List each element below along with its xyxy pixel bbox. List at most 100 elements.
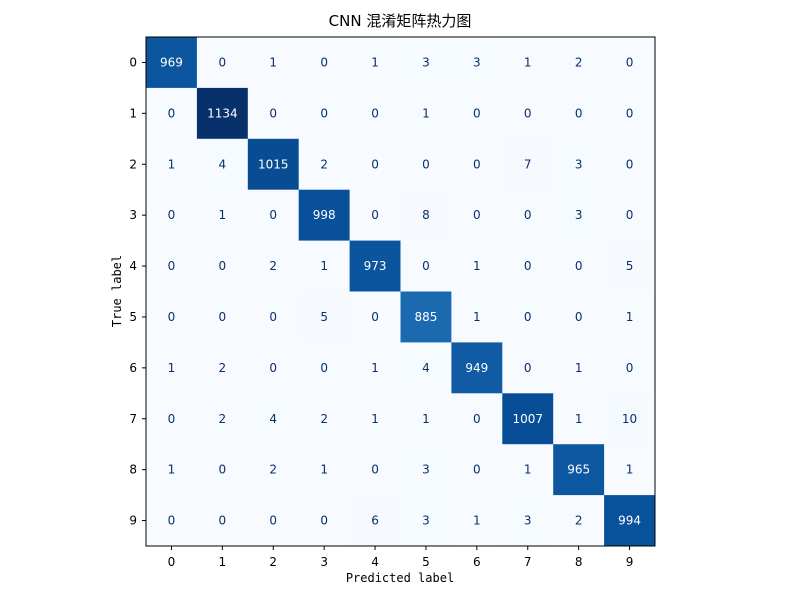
cell-value-label: 0: [473, 463, 481, 477]
cell-value-label: 1: [269, 55, 277, 69]
cell-value-label: 0: [168, 106, 176, 120]
cell-value-label: 0: [524, 259, 532, 273]
heatmap-cell: [400, 393, 452, 445]
heatmap-cell: [349, 189, 401, 242]
cell-value-label: 0: [626, 106, 634, 120]
cell-value-label: 0: [219, 259, 227, 273]
cell-value-label: 1: [422, 412, 430, 426]
heatmap-cell: [247, 189, 300, 242]
heatmap-cell: [298, 291, 351, 343]
heatmap-cell: [604, 495, 656, 547]
x-tick-label: 3: [320, 555, 328, 569]
cell-value-label: 0: [269, 106, 277, 120]
y-tick-label: 3: [129, 208, 137, 222]
heatmap-cell: [146, 495, 198, 547]
heatmap-cell: [604, 240, 656, 292]
cell-value-label: 0: [626, 361, 634, 375]
y-tick-label: 4: [129, 259, 137, 273]
cell-value-label: 994: [618, 514, 641, 528]
cell-value-label: 1007: [512, 412, 543, 426]
heatmap-cell: [502, 444, 554, 496]
heatmap-cell: [502, 291, 554, 343]
heatmap-cell: [400, 240, 452, 292]
cell-value-label: 0: [168, 514, 176, 528]
cell-value-label: 0: [371, 208, 379, 222]
heatmap-cell: [196, 37, 249, 89]
heatmap-cell: [400, 342, 452, 394]
cell-value-label: 1: [626, 463, 634, 477]
cell-value-label: 2: [269, 463, 277, 477]
y-tick-label: 8: [129, 463, 137, 477]
heatmap-cell: [247, 291, 300, 343]
y-axis-label: True label: [110, 255, 124, 327]
x-tick-label: 0: [168, 555, 176, 569]
heatmap-cell: [146, 444, 198, 496]
heatmap-cell: [196, 87, 249, 140]
x-tick-label: 1: [219, 555, 227, 569]
x-tick-label: 7: [524, 555, 532, 569]
heatmap-cell: [553, 393, 605, 445]
heatmap-cell: [146, 342, 198, 394]
heatmap-cell: [553, 495, 605, 547]
heatmap-cell: [451, 342, 503, 394]
heatmap-cell: [349, 342, 401, 394]
cell-value-label: 5: [320, 310, 328, 324]
cell-value-label: 1: [168, 463, 176, 477]
heatmap-cell: [553, 291, 605, 343]
heatmap-cell: [553, 240, 605, 292]
cell-value-label: 0: [168, 310, 176, 324]
heatmap-cell: [451, 291, 503, 343]
cell-value-label: 0: [320, 55, 328, 69]
heatmap-cell: [349, 37, 401, 89]
heatmap-cell: [604, 37, 656, 89]
cell-value-label: 0: [371, 106, 379, 120]
cell-value-label: 1: [524, 463, 532, 477]
heatmap-cell: [247, 87, 300, 140]
heatmap-cell: [146, 37, 198, 89]
heatmap-cell: [451, 495, 503, 547]
heatmap-cell: [298, 240, 351, 292]
cell-value-label: 0: [626, 55, 634, 69]
heatmap-cell: [196, 444, 249, 496]
cell-value-label: 3: [422, 514, 430, 528]
cell-value-label: 0: [269, 361, 277, 375]
heatmap-cell: [146, 393, 198, 445]
cell-value-label: 0: [524, 361, 532, 375]
heatmap-cell: [196, 393, 249, 445]
cell-value-label: 1: [575, 361, 583, 375]
heatmap-cell: [604, 138, 656, 191]
heatmap-cell: [451, 87, 503, 140]
heatmap-cell: [400, 37, 452, 89]
x-axis-ticks: 0 1 2 3 4 5 6 7 8 9: [168, 546, 633, 569]
heatmap-cell: [502, 342, 554, 394]
cell-value-label: 0: [473, 412, 481, 426]
heatmap-cell: [604, 393, 656, 445]
cell-value-label: 1: [575, 412, 583, 426]
cell-value-label: 0: [269, 208, 277, 222]
cell-value-label: 0: [320, 106, 328, 120]
cell-value-label: 0: [219, 514, 227, 528]
plot-frame: [145, 36, 656, 547]
cell-value-label: 3: [575, 208, 583, 222]
cell-value-label: 2: [219, 412, 227, 426]
cell-value-label: 1: [219, 208, 227, 222]
heatmap-cell: [400, 444, 452, 496]
cell-value-label: 1: [626, 310, 634, 324]
heatmap-cell: [502, 495, 554, 547]
heatmap-cell: [553, 444, 605, 496]
x-tick-label: 4: [371, 555, 379, 569]
cell-value-label: 0: [575, 259, 583, 273]
x-tick-label: 6: [473, 555, 481, 569]
cell-value-label: 0: [575, 310, 583, 324]
cell-value-label: 2: [320, 412, 328, 426]
cell-value-label: 0: [269, 514, 277, 528]
heatmap-cell: [400, 138, 452, 191]
heatmap-cell: [146, 138, 198, 191]
heatmap-cells: [146, 37, 656, 547]
cell-value-label: 2: [575, 514, 583, 528]
heatmap-cell: [502, 393, 554, 445]
chart-title: CNN 混淆矩阵热力图: [329, 12, 472, 30]
heatmap-cell: [247, 138, 300, 191]
cell-value-label: 1: [524, 55, 532, 69]
